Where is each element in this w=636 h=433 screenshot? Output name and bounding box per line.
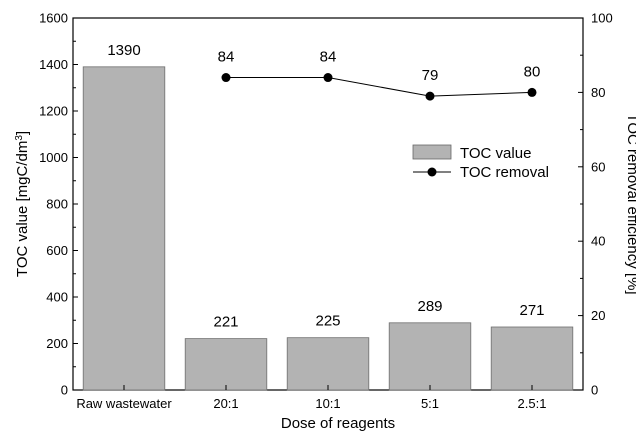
- legend-label-toc-removal: TOC removal: [460, 164, 549, 181]
- left-tick-label: 1200: [39, 104, 68, 119]
- y-axis-right-title: TOC removal efficiency [%]: [624, 113, 636, 294]
- bar-5-1: [388, 322, 472, 391]
- left-tick-label: 1600: [39, 11, 68, 26]
- x-tick-label-20-1: 20:1: [213, 396, 238, 411]
- toc-removal-point-5-1: [425, 91, 435, 101]
- bar-raw-wastewater: [82, 66, 166, 391]
- right-axis-ticks: 0 20 40 60 80 100: [578, 11, 613, 398]
- legend-label-toc-value: TOC value: [460, 145, 531, 162]
- x-tick-label-5-1: 5:1: [421, 396, 439, 411]
- y-axis-left-title: TOC value [mgC/dm3]: [14, 131, 32, 277]
- x-axis-title: Dose of reagents: [281, 415, 395, 432]
- left-tick-label: 1000: [39, 150, 68, 165]
- legend-swatch-toc-value: [412, 144, 452, 160]
- toc-removal-label-5-1: 79: [422, 67, 439, 84]
- x-tick-label-2-5-1: 2.5:1: [518, 396, 547, 411]
- bar-label-10-1: 225: [315, 313, 340, 330]
- right-tick-label: 0: [591, 383, 598, 398]
- right-tick-label: 20: [591, 308, 605, 323]
- left-tick-label: 600: [46, 243, 68, 258]
- x-tick-label-10-1: 10:1: [315, 396, 340, 411]
- left-tick-label: 400: [46, 290, 68, 305]
- bar-label-2-5-1: 271: [519, 302, 544, 319]
- bar-label-raw-wastewater: 1390: [107, 42, 140, 59]
- toc-removal-label-10-1: 84: [320, 49, 337, 66]
- bar-label-5-1: 289: [417, 298, 442, 315]
- left-tick-label: 800: [46, 197, 68, 212]
- bars-group: [82, 66, 574, 391]
- bar-10-1: [286, 337, 370, 391]
- right-tick-label: 80: [591, 85, 605, 100]
- toc-removal-point-20-1: [221, 73, 231, 83]
- x-axis-ticks: Raw wastewater 20:1 10:1 5:1 2.5:1: [76, 385, 546, 411]
- left-tick-label: 1400: [39, 57, 68, 72]
- bar-label-20-1: 221: [213, 314, 238, 331]
- toc-removal-point-10-1: [323, 73, 333, 83]
- right-tick-label: 40: [591, 234, 605, 249]
- right-tick-label: 60: [591, 159, 605, 174]
- x-tick-label-raw-wastewater: Raw wastewater: [76, 396, 172, 411]
- toc-removal-label-2-5-1: 80: [524, 63, 541, 80]
- line-series-group: 84 84 79 80: [218, 49, 541, 101]
- legend: TOC value TOC removal: [412, 144, 549, 181]
- toc-removal-line: [226, 77, 533, 97]
- bar-2-5-1: [490, 326, 574, 391]
- bar-20-1: [184, 338, 268, 391]
- legend-marker-toc-removal: [427, 167, 437, 177]
- left-axis-ticks: 0 200 400 600 800 1000 1200 1400 1600: [39, 11, 78, 398]
- toc-removal-label-20-1: 84: [218, 49, 235, 66]
- bar-labels-group: 1390 221 225 289 271: [107, 42, 544, 331]
- right-tick-label: 100: [591, 11, 613, 26]
- left-tick-label: 0: [61, 383, 68, 398]
- left-tick-label: 200: [46, 336, 68, 351]
- toc-removal-point-2-5-1: [527, 87, 537, 97]
